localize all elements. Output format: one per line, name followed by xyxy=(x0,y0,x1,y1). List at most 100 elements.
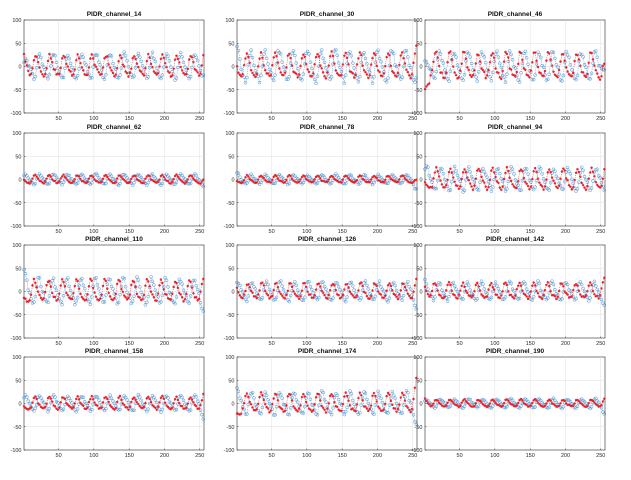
data-point-red xyxy=(80,295,84,299)
data-point-red xyxy=(242,178,246,182)
data-point-blue xyxy=(102,181,107,186)
data-point-red xyxy=(427,82,431,85)
data-point-red xyxy=(180,404,184,408)
data-point-red xyxy=(125,181,129,185)
data-point-red xyxy=(382,72,386,75)
data-point-blue xyxy=(493,52,498,56)
data-point-red xyxy=(591,58,595,61)
data-point-red xyxy=(122,178,126,182)
data-point-red xyxy=(152,179,156,183)
data-point-red xyxy=(334,288,338,292)
data-point-blue xyxy=(166,54,170,58)
data-point-red xyxy=(187,58,191,61)
data-point-blue xyxy=(349,173,354,178)
data-point-red xyxy=(502,177,506,181)
data-point-red xyxy=(381,409,384,412)
data-point-red xyxy=(335,179,339,183)
x-tick-label: 50 xyxy=(56,116,62,122)
data-point-blue xyxy=(394,64,399,69)
data-point-red xyxy=(66,179,70,182)
data-point-blue xyxy=(482,55,487,59)
data-point-red xyxy=(48,173,51,177)
data-point-blue xyxy=(318,52,323,56)
data-point-red xyxy=(87,284,91,288)
data-point-red xyxy=(43,180,47,183)
data-point-blue xyxy=(324,287,328,292)
data-point-blue xyxy=(379,285,383,289)
data-point-red xyxy=(80,179,84,183)
data-point-red xyxy=(93,178,96,181)
data-point-blue xyxy=(467,165,471,169)
data-point-red xyxy=(437,293,441,296)
x-tick-label: 100 xyxy=(89,229,98,235)
data-point-red xyxy=(272,288,276,292)
data-point-red xyxy=(429,404,432,408)
data-point-red xyxy=(280,294,284,297)
data-point-blue xyxy=(568,172,573,176)
data-point-red xyxy=(547,284,551,288)
data-point-blue xyxy=(384,80,389,84)
data-point-red xyxy=(518,169,521,173)
data-point-red xyxy=(509,179,513,183)
data-point-red xyxy=(382,181,386,184)
data-point-blue xyxy=(579,165,584,170)
data-point-blue xyxy=(411,297,416,302)
data-point-red xyxy=(111,298,115,302)
data-point-red xyxy=(201,277,205,281)
data-point-blue xyxy=(238,57,242,61)
data-point-blue xyxy=(370,81,375,85)
data-point-red xyxy=(110,180,113,183)
data-point-red xyxy=(355,403,359,406)
data-point-red xyxy=(131,56,135,60)
data-point-blue xyxy=(194,55,198,60)
data-point-blue xyxy=(259,411,263,416)
data-point-red xyxy=(57,292,61,296)
data-point-red xyxy=(362,68,366,72)
data-point-red xyxy=(193,178,197,182)
data-point-blue xyxy=(246,178,251,183)
data-point-blue xyxy=(424,60,429,64)
data-point-red xyxy=(509,293,513,297)
data-point-red xyxy=(598,294,602,297)
data-point-blue xyxy=(365,283,369,288)
data-point-red xyxy=(93,63,96,67)
data-point-red xyxy=(283,409,287,413)
data-point-red xyxy=(538,295,541,299)
data-point-red xyxy=(351,294,355,297)
data-point-red xyxy=(183,407,187,410)
data-point-red xyxy=(600,403,603,407)
data-point-red xyxy=(199,403,202,407)
data-point-red xyxy=(60,57,64,60)
data-point-blue xyxy=(493,280,498,284)
data-point-red xyxy=(571,288,575,292)
data-point-red xyxy=(297,180,301,183)
data-point-blue xyxy=(448,188,453,192)
data-point-blue xyxy=(519,71,523,75)
data-point-blue xyxy=(384,181,389,186)
data-point-blue xyxy=(411,412,416,417)
data-point-red xyxy=(176,286,180,290)
data-point-red xyxy=(39,405,43,409)
data-point-red xyxy=(321,406,325,410)
data-point-red xyxy=(327,64,331,67)
data-point-blue xyxy=(235,44,239,49)
data-point-blue xyxy=(301,298,306,303)
data-point-red xyxy=(280,73,284,77)
data-point-red xyxy=(395,75,398,78)
data-point-red xyxy=(73,402,77,405)
data-point-blue xyxy=(132,294,136,298)
data-point-red xyxy=(190,56,194,59)
data-point-blue xyxy=(547,188,551,192)
data-point-blue xyxy=(264,393,269,397)
data-point-red xyxy=(375,64,379,68)
data-point-red xyxy=(345,56,349,60)
data-point-red xyxy=(270,178,274,182)
data-point-red xyxy=(512,404,516,408)
data-point-red xyxy=(494,401,497,405)
data-point-red xyxy=(576,53,579,57)
data-point-red xyxy=(456,297,459,300)
data-point-red xyxy=(285,178,288,182)
data-point-red xyxy=(530,60,534,64)
data-point-red xyxy=(543,185,547,188)
data-point-red xyxy=(299,295,302,298)
